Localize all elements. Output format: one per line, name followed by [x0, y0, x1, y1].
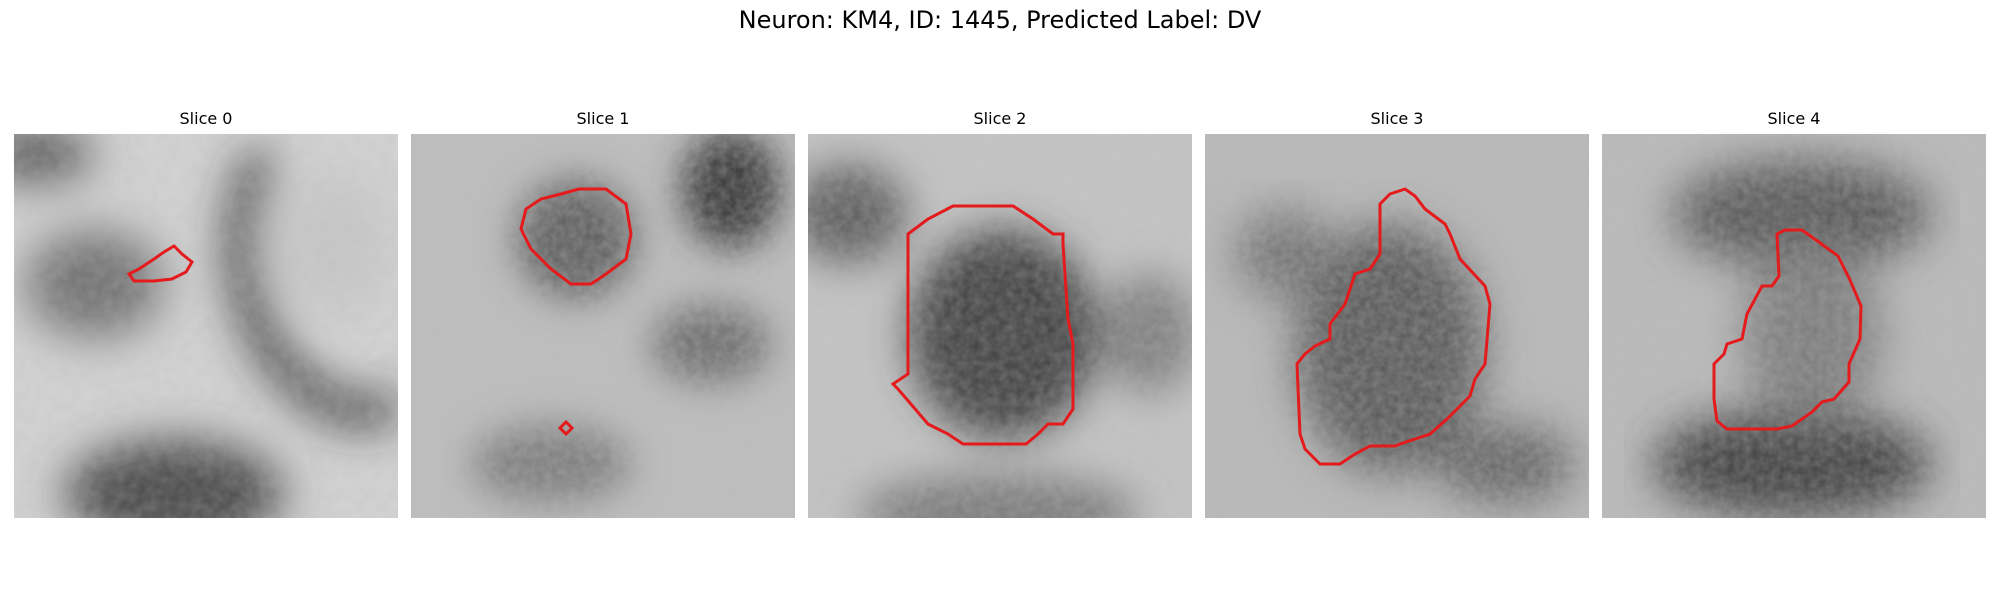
figure-title: Neuron: KM4, ID: 1445, Predicted Label: …: [738, 6, 1262, 34]
slice-image-2: [808, 134, 1192, 518]
slice-panel-1: Slice 1: [411, 108, 795, 518]
slice-image-1: [411, 134, 795, 518]
slice-panel-2: Slice 2: [808, 108, 1192, 518]
contour-outline-4: [1712, 228, 1863, 431]
contour-outline-0: [126, 244, 194, 283]
slice-image-0: [14, 134, 398, 518]
contour-outline-2: [890, 204, 1075, 446]
contour-dot-1: [557, 419, 575, 437]
slice-panel-3: Slice 3: [1205, 108, 1589, 518]
slice-panel-0: Slice 0: [14, 108, 398, 518]
contour-outline-3: [1295, 187, 1492, 466]
slice-title-0: Slice 0: [179, 109, 233, 128]
slice-image-3: [1205, 134, 1589, 518]
slice-title-2: Slice 2: [973, 109, 1027, 128]
slice-title-4: Slice 4: [1767, 109, 1821, 128]
slice-title-1: Slice 1: [576, 109, 630, 128]
contour-outline-1: [519, 187, 633, 286]
slice-title-3: Slice 3: [1370, 109, 1424, 128]
slice-image-4: [1602, 134, 1986, 518]
slice-panel-4: Slice 4: [1602, 108, 1986, 518]
